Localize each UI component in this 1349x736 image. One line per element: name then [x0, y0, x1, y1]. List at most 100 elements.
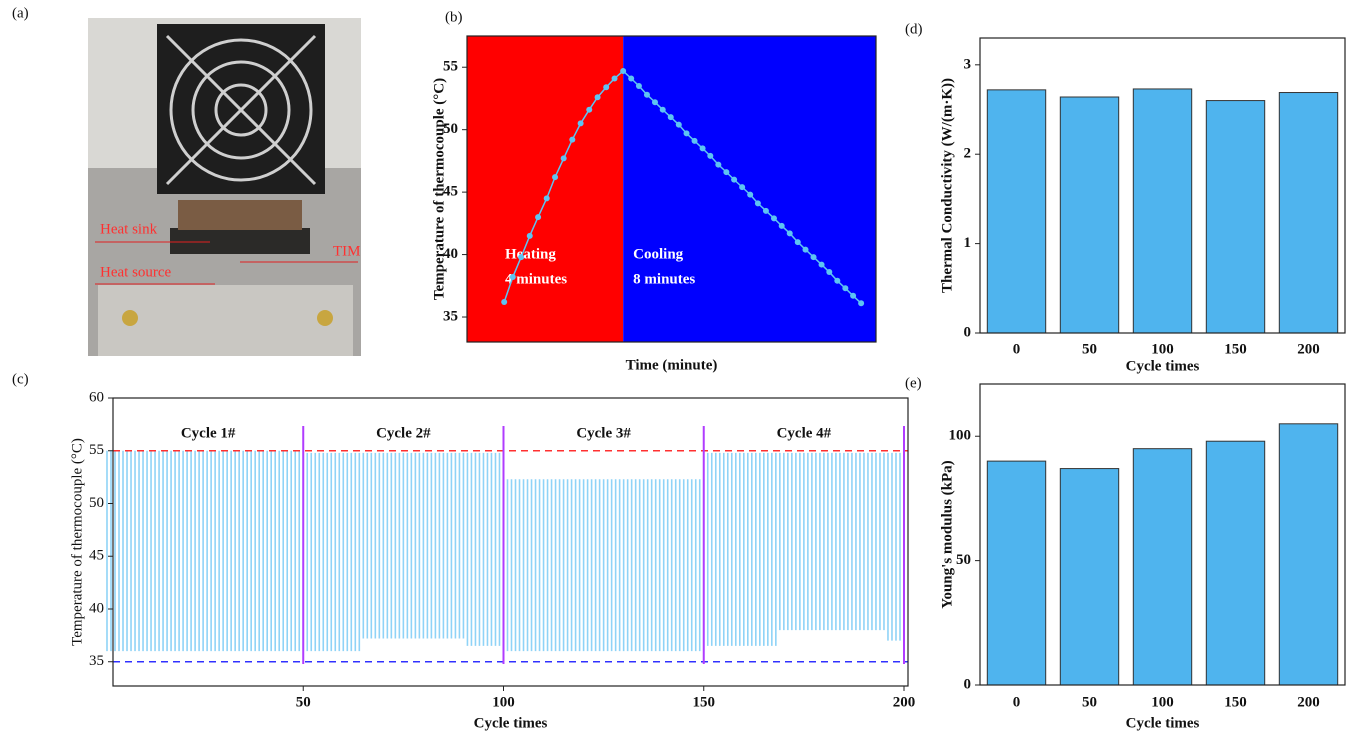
cycle-label: Cycle 3# [576, 425, 631, 441]
y-tick-label: 0 [964, 324, 972, 340]
photo-annotation: Heat source [100, 264, 172, 280]
bar [1132, 88, 1193, 334]
data-point [552, 174, 559, 181]
data-point [731, 176, 738, 183]
bar [986, 89, 1047, 334]
plot-area: Cycle 1# Cycle 2# Cycle 3# Cycle 4# [106, 425, 908, 664]
panel-label: (d) [905, 21, 923, 37]
region-label: Heating [505, 246, 556, 262]
photo-panel: (a) Heat sink TIM Heat source [12, 5, 361, 356]
plot-frame [112, 397, 909, 687]
data-point [826, 269, 833, 276]
data-point [535, 214, 542, 221]
data-point [675, 121, 682, 128]
bar [986, 460, 1047, 686]
fan-guard [165, 34, 317, 186]
data-point [620, 67, 627, 74]
y-tick-label: 45 [443, 184, 458, 200]
data-point [569, 136, 576, 143]
panel-label: (e) [905, 375, 922, 391]
chart-panel: (b) Heating 4 minutes Cooling 8 minutes 35 40 4… [431, 9, 877, 373]
x-tick-label: 150 [1224, 341, 1247, 357]
data-point [842, 285, 849, 292]
bar [1205, 440, 1266, 686]
chart-panel: (c) Cycle 1# Cycle 2# Cycle 3# Cycle 4# 35 40 4… [12, 371, 915, 731]
bar [1205, 100, 1266, 334]
fan-guard [191, 60, 291, 160]
fan-guard [169, 38, 313, 182]
connector [317, 310, 333, 326]
x-tick-label: 150 [692, 694, 715, 710]
x-tick-label: 200 [1297, 694, 1320, 710]
data-point [739, 184, 746, 191]
x-axis-label: Cycle times [474, 715, 548, 731]
x-tick-label: 200 [893, 694, 916, 710]
data-point [778, 222, 785, 229]
y-tick-label: 50 [956, 552, 971, 568]
x-tick-label: 100 [1151, 694, 1174, 710]
y-axis-label: Temperature of thermocouple (°C) [69, 438, 85, 646]
connector [122, 310, 138, 326]
x-tick-label: 50 [1082, 694, 1097, 710]
x-tick-label: 100 [492, 694, 515, 710]
y-tick-label: 55 [89, 442, 104, 458]
data-point [683, 130, 690, 137]
bar [1278, 423, 1339, 686]
y-tick-label: 50 [89, 495, 104, 511]
data-point [834, 277, 841, 284]
data-point [611, 75, 618, 82]
y-tick-label: 35 [89, 653, 104, 669]
plot-frame [466, 35, 877, 343]
photo-annotation: Heat sink [100, 221, 158, 237]
tim-plate [170, 228, 310, 254]
plot-frame [979, 37, 1346, 334]
y-tick-label: 100 [949, 428, 972, 444]
data-point [526, 232, 533, 239]
cycle-label: Cycle 4# [777, 425, 832, 441]
y-tick-label: 2 [964, 146, 972, 162]
data-point [586, 106, 593, 113]
data-point [810, 254, 817, 261]
x-tick-label: 150 [1224, 694, 1247, 710]
data-point [635, 82, 642, 89]
data-point [577, 120, 584, 127]
bar [1132, 448, 1193, 686]
region-label: 8 minutes [633, 271, 695, 287]
x-tick-label: 200 [1297, 341, 1320, 357]
y-axis-label: Temperature of thermocouple (°C) [431, 78, 447, 300]
y-axis-label: Young's modulus (kPa) [939, 460, 955, 608]
x-tick-label: 50 [296, 694, 311, 710]
y-tick-label: 40 [89, 600, 104, 616]
x-tick-label: 50 [1082, 341, 1097, 357]
y-tick-label: 60 [89, 389, 104, 405]
cycle-label: Cycle 1# [181, 425, 236, 441]
data-point [643, 91, 650, 98]
panel-label: (c) [12, 371, 29, 387]
panel-label: (b) [445, 9, 463, 25]
data-point [691, 137, 698, 144]
photo-annotation: TIM [333, 243, 361, 259]
data-point [818, 261, 825, 268]
y-tick-label: 35 [443, 308, 458, 324]
data-point [594, 94, 601, 101]
data-point [723, 169, 730, 176]
bar [1059, 468, 1120, 686]
region-label: 4 minutes [505, 271, 567, 287]
x-axis-label: Time (minute) [626, 357, 718, 373]
heat-source-box [98, 285, 353, 356]
data-point [858, 300, 865, 307]
data-point [747, 191, 754, 198]
data-point [794, 239, 801, 246]
y-tick-label: 0 [964, 676, 972, 692]
data-point [659, 106, 666, 113]
plot-area [986, 88, 1339, 334]
x-tick-label: 0 [1013, 341, 1021, 357]
y-tick-label: 50 [443, 121, 458, 137]
region [467, 36, 624, 342]
data-point [786, 230, 793, 237]
data-point [509, 274, 516, 281]
heat-sink-fins [178, 200, 302, 230]
plot-area: Heating 4 minutes Cooling 8 minutes [467, 36, 876, 342]
y-tick-label: 3 [964, 56, 972, 72]
